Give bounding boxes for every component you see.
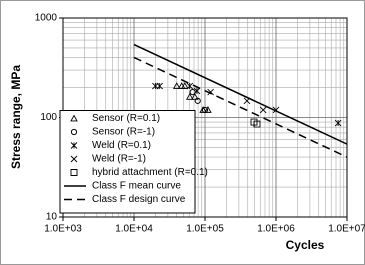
x-tick-label: 1.0E+05 bbox=[186, 224, 224, 235]
marker bbox=[70, 114, 78, 122]
marker bbox=[201, 106, 209, 114]
legend-label: Class F design curve bbox=[92, 194, 186, 205]
marker bbox=[185, 92, 194, 100]
marker bbox=[334, 119, 342, 127]
y-tick-label: 1000 bbox=[35, 13, 58, 24]
x-tick-label: 1.0E+03 bbox=[44, 224, 82, 235]
legend-label: Sensor (R=-1) bbox=[92, 127, 155, 138]
legend-label: Weld (R=0.1) bbox=[92, 140, 151, 151]
marker bbox=[250, 118, 258, 126]
marker bbox=[70, 155, 78, 163]
x-tick-label: 1.0E+06 bbox=[257, 224, 295, 235]
x-tick-label: 1.0E+04 bbox=[115, 224, 153, 235]
marker bbox=[193, 87, 201, 95]
legend-label: Class F mean curve bbox=[92, 181, 181, 192]
y-tick-label: 100 bbox=[40, 112, 57, 123]
x-tick-label: 1.0E+07 bbox=[328, 224, 365, 235]
marker bbox=[259, 106, 267, 114]
legend-label: Weld (R=-1) bbox=[92, 154, 146, 165]
legend-label: Sensor (R=0.1) bbox=[92, 113, 160, 124]
marker bbox=[191, 92, 199, 100]
y-axis-title: Stress range, MPa bbox=[9, 65, 23, 169]
curve bbox=[133, 43, 348, 145]
y-tick-label: 10 bbox=[46, 212, 58, 223]
marker bbox=[70, 142, 78, 149]
x-axis-title: Cycles bbox=[286, 238, 325, 252]
legend: Sensor (R=0.1) Sensor (R=-1) Weld (R=0.1) W… bbox=[59, 110, 208, 214]
marker bbox=[70, 169, 78, 176]
marker bbox=[194, 97, 201, 104]
marker bbox=[207, 88, 214, 96]
marker bbox=[172, 82, 181, 89]
curve bbox=[133, 56, 348, 158]
marker bbox=[181, 82, 189, 89]
marker bbox=[156, 82, 164, 90]
legend-box bbox=[59, 110, 196, 214]
marker bbox=[253, 120, 261, 128]
marker bbox=[204, 106, 212, 113]
legend-label: hybrid attachment (R=0.1) bbox=[92, 167, 208, 178]
marker bbox=[186, 82, 194, 90]
marker bbox=[70, 128, 78, 136]
